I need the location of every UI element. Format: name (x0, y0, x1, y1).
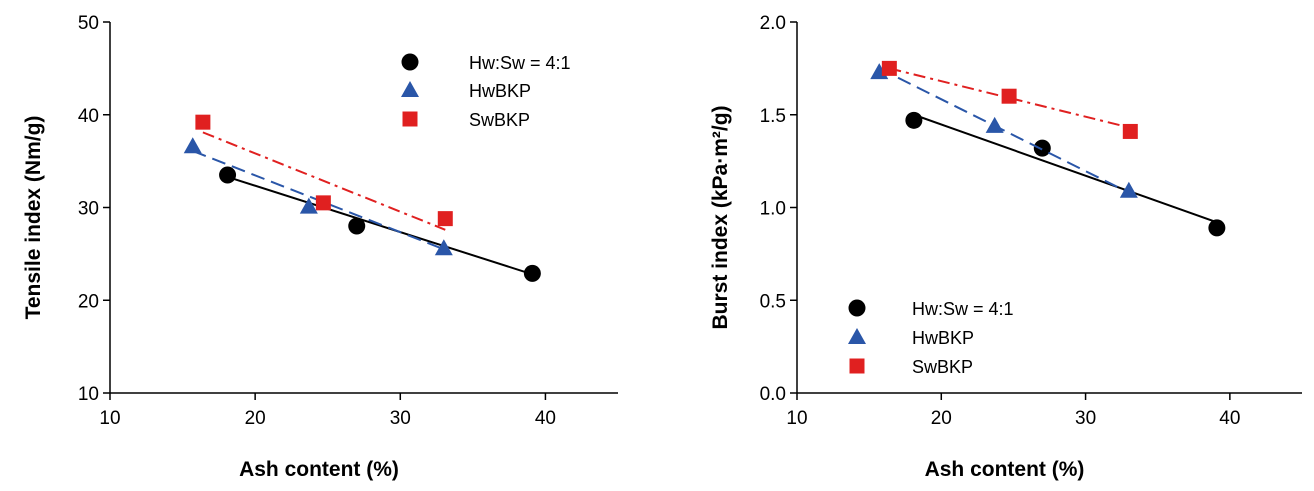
x-tick-label: 10 (99, 408, 120, 429)
legend-label: HwBKP (469, 81, 531, 101)
data-point-hwbkp (434, 239, 453, 256)
x-axis-title: Ash content (%) (925, 458, 1085, 481)
legend: Hw:Sw = 4:1 HwBKP SwBKP (848, 299, 1014, 377)
y-tick-label: 30 (78, 199, 99, 220)
data-point-hwbkp (985, 116, 1004, 133)
y-tick-label: 20 (78, 291, 99, 312)
legend-marker-circle (401, 53, 419, 71)
legend-label: Hw:Sw = 4:1 (912, 299, 1014, 319)
legend-marker-triangle (401, 81, 419, 97)
legend-label: HwBKP (912, 328, 974, 348)
legend: Hw:Sw = 4:1 HwBKP SwBKP (401, 53, 571, 130)
data-point-hw-sw-4-1 (219, 166, 237, 184)
data-point-hw-sw-4-1 (905, 111, 923, 129)
data-point-hwbkp (183, 137, 202, 154)
data-point-swbkp (881, 60, 897, 76)
y-tick-label: 0.0 (760, 384, 786, 405)
y-tick-label: 40 (78, 106, 99, 127)
series-hw-sw-4-1 (219, 166, 541, 282)
data-point-hwbkp (1119, 181, 1138, 198)
legend-label: SwBKP (912, 357, 973, 377)
data-point-swbkp (315, 195, 331, 211)
legend-label: Hw:Sw = 4:1 (469, 53, 571, 73)
x-tick-label: 30 (390, 408, 411, 429)
legend-marker-square (849, 358, 865, 374)
data-point-swbkp (1122, 123, 1138, 139)
y-tick-label: 50 (78, 13, 99, 34)
series-hw-sw-4-1 (905, 111, 1226, 237)
y-tick-label: 1.5 (760, 106, 786, 127)
series-swbkp (881, 60, 1138, 139)
y-axis-title: Tensile index (Nm/g) (22, 116, 45, 320)
legend-marker-square (402, 111, 418, 127)
series-hwbkp (870, 63, 1138, 198)
data-point-swbkp (195, 114, 211, 130)
y-tick-label: 1.0 (760, 199, 786, 220)
trend-line-swbkp (202, 131, 446, 231)
x-tick-label: 40 (535, 408, 556, 429)
x-tick-label: 20 (245, 408, 266, 429)
data-point-hw-sw-4-1 (348, 217, 366, 235)
burst-index-chart: 0.0 0.5 1.0 1.5 2.0 10 20 30 40 Ash content (%) Bu… (709, 13, 1302, 481)
trend-line-swbkp (889, 67, 1131, 129)
x-axis-title: Ash content (%) (239, 458, 399, 481)
trend-line-hw-sw-4-1 (227, 175, 533, 276)
x-tick-label: 40 (1219, 408, 1240, 429)
data-point-hwbkp (299, 197, 318, 214)
x-tick-label: 30 (1075, 408, 1096, 429)
series-swbkp (195, 114, 453, 231)
data-point-swbkp (437, 211, 453, 227)
data-point-hw-sw-4-1 (523, 264, 541, 282)
legend-label: SwBKP (469, 110, 530, 130)
tensile-index-chart: 10 20 30 40 50 10 20 30 40 Ash content (%) Tensile… (22, 13, 618, 481)
legend-marker-triangle (848, 328, 866, 344)
data-point-swbkp (1001, 88, 1017, 104)
data-point-hw-sw-4-1 (1208, 219, 1226, 237)
legend-marker-circle (848, 299, 866, 317)
y-tick-label: 10 (78, 384, 99, 405)
x-tick-label: 10 (786, 408, 807, 429)
data-point-hw-sw-4-1 (1033, 139, 1051, 157)
x-tick-label: 20 (931, 408, 952, 429)
trend-line-hw-sw-4-1 (913, 113, 1218, 224)
y-axis-title: Burst index (kPa·m²/g) (709, 105, 732, 329)
y-tick-label: 2.0 (760, 13, 786, 34)
y-tick-label: 0.5 (760, 291, 786, 312)
trend-line-hwbkp (878, 67, 1130, 194)
